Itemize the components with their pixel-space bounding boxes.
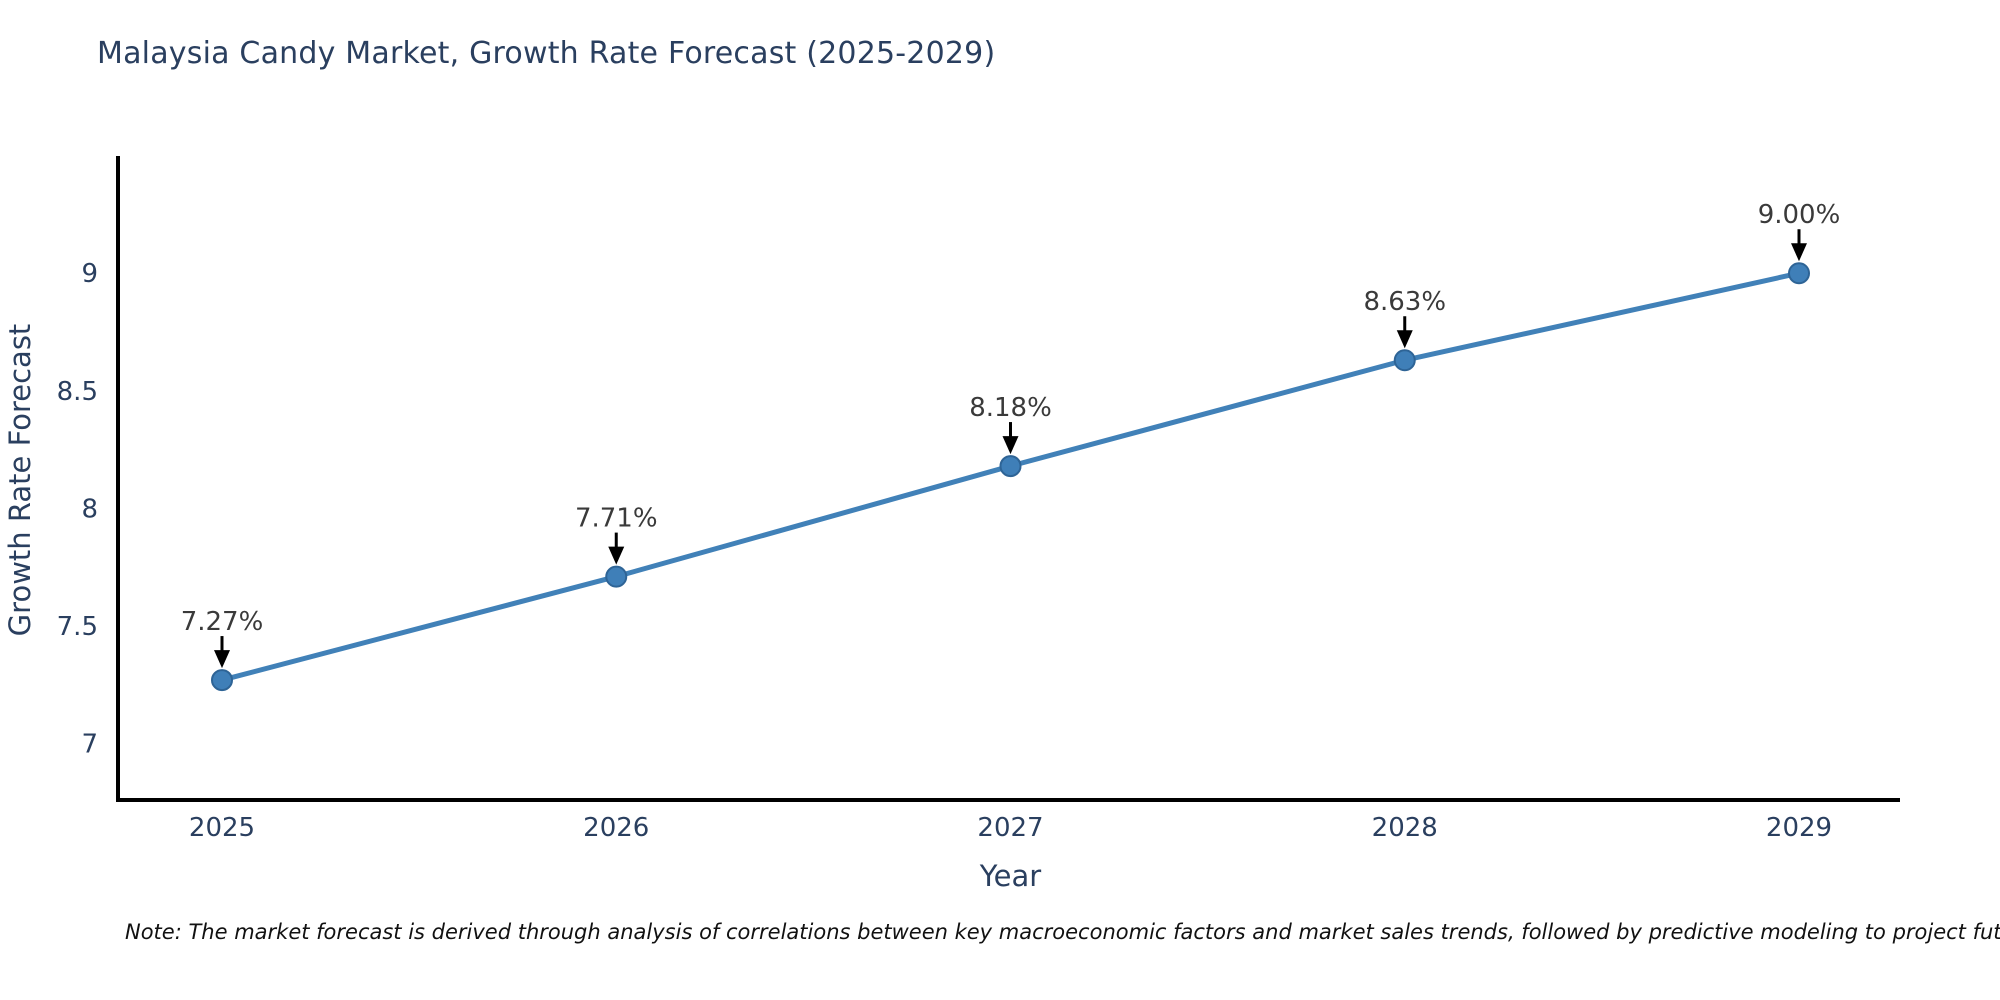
point-value-label: 9.00%	[1758, 200, 1841, 230]
data-point-2029	[1788, 262, 1810, 285]
footnote: Note: The market forecast is derived thr…	[125, 920, 2000, 944]
annotation-arrow-head	[214, 650, 230, 669]
point-value-label: 7.71%	[575, 504, 658, 534]
data-point-2028	[1393, 349, 1416, 372]
annotation-arrow-head	[1002, 436, 1019, 455]
point-value-label: 7.27%	[181, 607, 264, 637]
annotation-arrow-head	[1791, 243, 1807, 262]
data-point-2027	[999, 455, 1022, 478]
y-tick-label: 7.5	[57, 612, 98, 642]
point-value-label: 8.63%	[1363, 287, 1446, 317]
x-axis-title: Year	[979, 859, 1041, 893]
x-tick-label: 2027	[977, 813, 1043, 843]
x-tick-label: 2026	[583, 813, 649, 843]
data-point-2026	[605, 565, 628, 588]
y-axis-title: Growth Rate Forecast	[3, 324, 37, 637]
x-tick-label: 2028	[1372, 813, 1438, 843]
point-value-label: 8.18%	[969, 393, 1052, 423]
y-tick-label: 7	[81, 730, 98, 760]
annotation-arrow-head	[1396, 330, 1413, 349]
x-tick-label: 2029	[1766, 813, 1832, 843]
y-tick-label: 8	[81, 494, 98, 524]
chart-title: Malaysia Candy Market, Growth Rate Forec…	[97, 36, 996, 71]
x-tick-label: 2025	[189, 813, 255, 843]
annotation-arrow-head	[608, 546, 625, 565]
y-tick-label: 9	[81, 259, 98, 289]
data-point-2025	[211, 669, 233, 692]
y-tick-label: 8.5	[57, 377, 98, 407]
